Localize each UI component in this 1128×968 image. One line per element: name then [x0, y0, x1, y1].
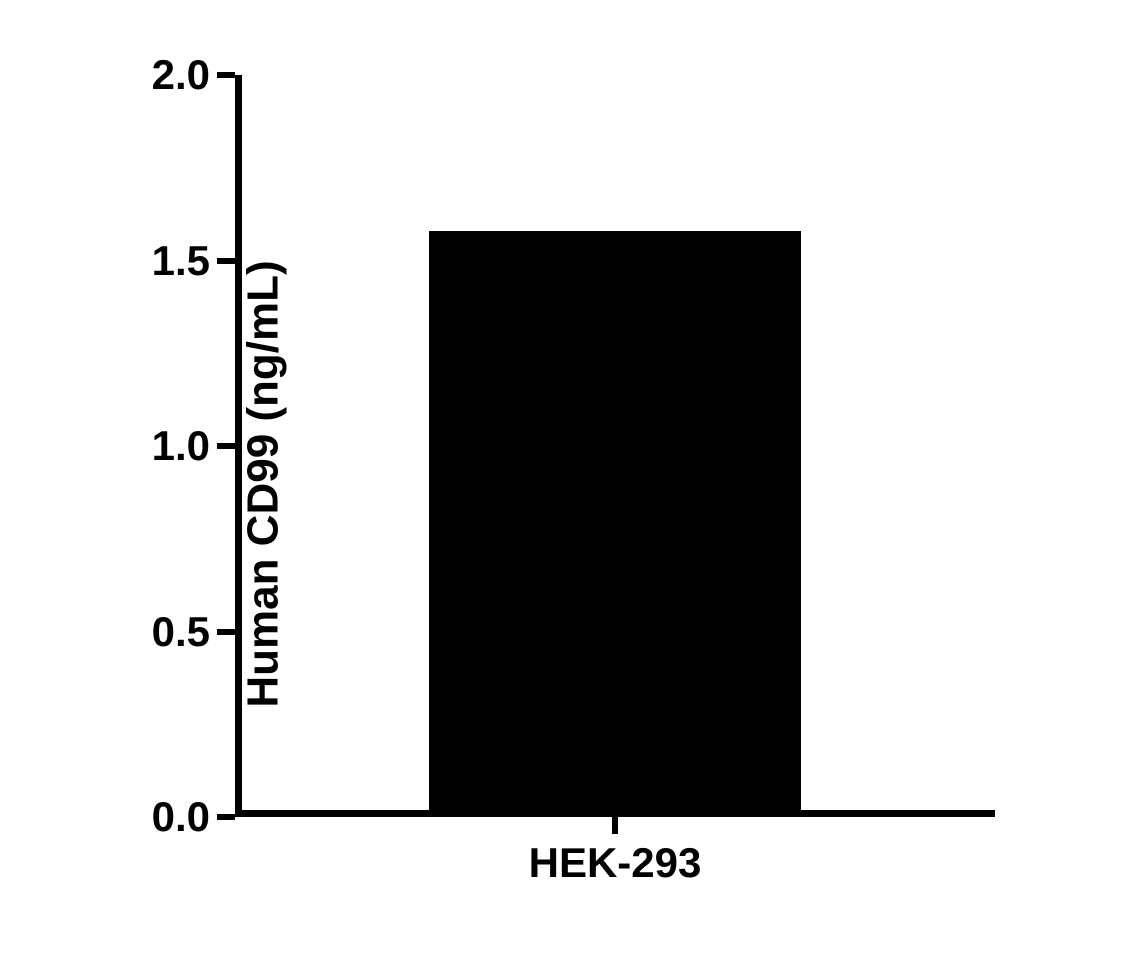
- y-tick-label: 1.5: [135, 237, 210, 285]
- y-tick: [217, 258, 235, 264]
- x-tick: [612, 817, 618, 834]
- y-axis-line: [235, 75, 242, 817]
- y-tick: [217, 629, 235, 635]
- y-tick: [217, 814, 235, 820]
- x-tick-label: HEK-293: [529, 839, 702, 887]
- chart-container: Human CD99 (ng/mL) 0.00.51.01.52.0HEK-29…: [0, 0, 1128, 968]
- plot-area: 0.00.51.01.52.0HEK-293: [235, 75, 995, 817]
- bar: [429, 231, 801, 817]
- y-tick-label: 1.0: [135, 422, 210, 470]
- y-tick-label: 2.0: [135, 51, 210, 99]
- y-tick: [217, 72, 235, 78]
- y-tick-label: 0.5: [135, 608, 210, 656]
- y-tick-label: 0.0: [135, 793, 210, 841]
- y-tick: [217, 443, 235, 449]
